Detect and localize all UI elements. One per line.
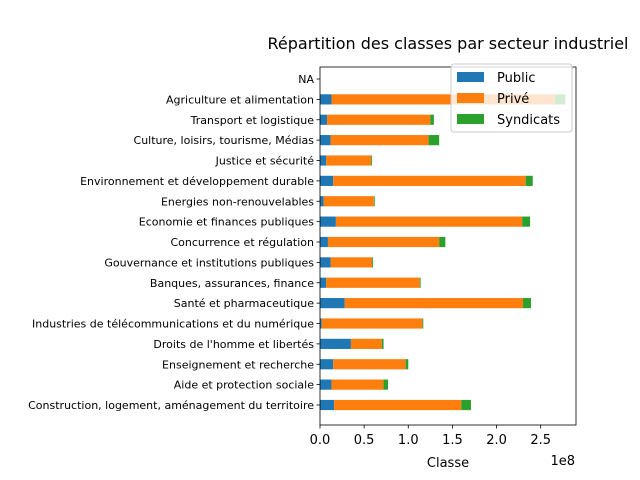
bar-syndicats-12 [371,155,373,166]
bar-syndicats-6 [419,277,421,288]
legend-label-public: Public [497,71,535,86]
bar-syndicats-2 [405,359,409,370]
bar-public-7 [320,257,331,268]
bar-privé-11 [333,175,526,186]
bar-public-4 [320,318,322,329]
bar-public-0 [320,399,335,411]
bar-privé-0 [334,399,462,411]
bar-privé-14 [327,114,431,125]
bar-syndicats-8 [439,236,446,248]
legend-swatch-syndicats [457,114,484,124]
bar-syndicats-5 [523,298,531,309]
bar-syndicats-11 [525,175,533,186]
bar-syndicats-0 [461,399,471,411]
bar-privé-9 [335,216,523,227]
y-tick-label: Transport et logistique [190,114,315,127]
bar-public-10 [320,196,324,207]
bar-public-13 [320,135,331,146]
y-tick-label: Industries de télécommunications et du n… [32,318,314,331]
bar-privé-6 [326,277,420,288]
legend-label-privé: Privé [497,92,529,107]
bar-public-9 [320,216,336,227]
bar-public-5 [320,298,345,309]
x-axis-label: Classe [427,456,469,471]
chart-title: Répartition des classes par secteur indu… [268,34,629,53]
bar-syndicats-13 [428,135,440,146]
y-tick-label: Culture, loisirs, tourisme, Médias [134,134,315,147]
y-tick-label: Enseignement et recherche [162,358,314,371]
bar-privé-8 [327,236,440,248]
x-tick-label: 2.0 [486,433,507,448]
y-tick-label: Energies non-renouvelables [161,195,314,208]
legend-swatch-privé [457,93,484,103]
y-tick-label: Gouvernance et institutions publiques [104,256,314,269]
plot-frame [319,66,577,426]
bar-privé-15 [331,94,555,105]
y-tick-label: NA [298,73,314,86]
y-tick-label: Santé et pharmaceutique [174,297,314,310]
y-tick-label: Agriculture et alimentation [166,93,314,106]
bar-public-6 [320,277,327,288]
y-tick-label: Economie et finances publiques [139,216,314,229]
x-axis-scale-label: 1e8 [550,454,575,469]
bar-privé-12 [326,155,372,166]
y-tick-label: Banques, assurances, finance [150,277,314,290]
bar-privé-1 [331,379,384,390]
bar-public-15 [320,94,332,105]
legend: Public Privé Syndicats [450,63,573,133]
x-axis: 0.0 0.5 1.0 1.5 2.0 2.5 [310,425,551,448]
y-tick-label: Droits de l'homme et libertés [153,338,314,351]
legend-label-syndicats: Syndicats [497,113,560,128]
bar-privé-2 [333,359,406,370]
y-tick-label: Construction, logement, aménagement du t… [28,399,314,412]
bar-syndicats-10 [373,196,375,207]
bar-public-12 [320,155,327,166]
bar-syndicats-9 [522,216,531,227]
x-tick-label: 1.0 [398,433,419,448]
x-tick-label: 0.5 [354,433,375,448]
y-tick-label: Environnement et développement durable [80,175,314,188]
bar-syndicats-1 [383,379,388,390]
bar-syndicats-7 [372,257,373,268]
legend-swatch-public [457,72,484,82]
bar-privé-5 [344,298,524,309]
bar-public-8 [320,236,328,248]
y-axis: Construction, logement, aménagement du t… [28,73,320,412]
bar-public-1 [320,379,332,390]
bar-privé-10 [323,196,374,207]
bar-public-2 [320,359,334,370]
bar-syndicats-14 [430,114,434,125]
x-tick-label: 2.5 [530,433,551,448]
bars-group [320,94,566,411]
x-tick-label: 1.5 [442,433,463,448]
bar-public-14 [320,114,328,125]
bar-privé-13 [330,135,429,146]
bar-privé-3 [350,338,382,349]
x-tick-label: 0.0 [310,433,331,448]
y-tick-label: Justice et sécurité [215,155,315,168]
y-tick-label: Aide et protection sociale [174,379,314,392]
bar-public-11 [320,175,334,186]
bar-syndicats-4 [422,318,424,329]
bar-privé-7 [330,257,373,268]
y-tick-label: Concurrence et régulation [170,236,314,249]
bar-privé-4 [321,318,423,329]
bar-public-3 [320,338,351,349]
bar-syndicats-3 [381,338,384,349]
